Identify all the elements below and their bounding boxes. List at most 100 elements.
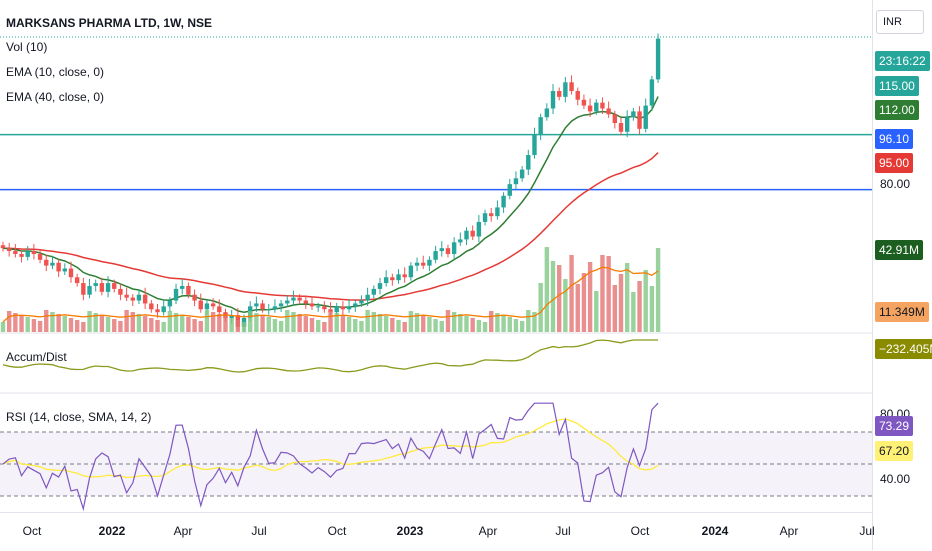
volume-bar xyxy=(322,322,327,332)
volume-bar xyxy=(130,312,135,332)
candle-body xyxy=(371,288,376,295)
volume-bar xyxy=(81,322,86,332)
volume-bar xyxy=(575,284,580,332)
volume-bar xyxy=(439,321,444,332)
volume-bar xyxy=(180,315,185,332)
volume-ma-line xyxy=(2,266,659,323)
volume-bar xyxy=(538,283,543,332)
legend-ema40[interactable]: EMA (40, close, 0) xyxy=(6,90,105,104)
volume-bar xyxy=(637,281,642,332)
time-axis[interactable] xyxy=(0,512,872,551)
candle-body xyxy=(600,102,605,109)
volume-bar xyxy=(31,319,37,332)
volume-bar xyxy=(25,317,30,332)
volume-bar xyxy=(495,313,500,332)
candle-body xyxy=(359,300,364,304)
candle-body xyxy=(489,213,494,217)
candle-body xyxy=(544,108,550,118)
volume-bar xyxy=(655,248,661,332)
candle-body xyxy=(563,82,568,97)
volume-bar xyxy=(204,310,210,332)
candle-body xyxy=(587,105,593,112)
candle-body xyxy=(631,111,636,118)
volume-bar xyxy=(421,315,426,332)
symbol-title[interactable]: MARKSANS PHARMA LTD, 1W, NSE xyxy=(6,16,213,30)
volume-bar xyxy=(217,314,222,332)
ema40-line xyxy=(2,152,659,301)
candle-body xyxy=(149,303,154,310)
candle-body xyxy=(99,283,105,292)
volume-bar xyxy=(0,322,6,332)
candle-body xyxy=(618,123,624,132)
candle-body xyxy=(606,108,611,115)
time-label: Apr xyxy=(779,524,799,538)
candle-body xyxy=(476,221,482,237)
candle-body xyxy=(433,251,438,260)
volume-bar xyxy=(489,311,494,332)
candle-body xyxy=(210,303,216,307)
volume-bar xyxy=(272,319,278,332)
volume-bar xyxy=(254,313,259,332)
candle-body xyxy=(538,117,543,135)
volume-bar xyxy=(612,285,618,332)
time-label: Oct xyxy=(327,524,347,538)
candle-body xyxy=(346,306,352,310)
candle-body xyxy=(550,91,556,109)
candle-body xyxy=(513,178,519,185)
candle-body xyxy=(482,213,488,222)
time-label: 2022 xyxy=(98,524,126,538)
candle-body xyxy=(217,306,222,313)
candle-body xyxy=(377,283,383,289)
chart-canvas[interactable] xyxy=(0,0,872,512)
accum-dist-label[interactable]: Accum/Dist xyxy=(6,350,67,364)
volume-bar xyxy=(600,255,605,332)
rsi-label[interactable]: RSI (14, close, SMA, 14, 2) xyxy=(6,410,152,424)
volume-bar xyxy=(507,317,512,332)
candle-body xyxy=(649,79,655,106)
volume-bar xyxy=(340,315,346,332)
candle-body xyxy=(414,262,420,266)
candle-body xyxy=(44,259,49,266)
candle-body xyxy=(569,82,574,92)
volume-bar xyxy=(223,316,228,332)
volume-bar xyxy=(99,315,105,332)
legend-volume[interactable]: Vol (10) xyxy=(6,40,48,54)
candle-body xyxy=(130,297,135,301)
candle-body xyxy=(62,268,67,272)
legend-ema10[interactable]: EMA (10, close, 0) xyxy=(6,65,105,79)
candle-body xyxy=(519,169,525,179)
volume-bar xyxy=(526,310,531,332)
candle-body xyxy=(365,294,370,301)
volume-bar xyxy=(105,317,111,332)
volume-bar xyxy=(618,274,624,332)
volume-bar xyxy=(167,311,173,332)
volume-bar xyxy=(19,315,24,332)
volume-bar xyxy=(396,320,401,332)
volume-bar xyxy=(569,255,574,332)
volume-bar xyxy=(544,247,550,332)
volume-bar xyxy=(631,292,636,332)
volume-bar xyxy=(87,311,92,332)
candle-body xyxy=(575,91,580,100)
volume-bar xyxy=(606,256,611,332)
volume-bar xyxy=(334,313,339,332)
volume-bar xyxy=(445,310,451,332)
candle-body xyxy=(192,294,197,301)
volume-bar xyxy=(433,319,438,332)
time-label: Jul xyxy=(555,524,571,538)
candle-body xyxy=(198,300,203,310)
candle-body xyxy=(383,277,389,284)
time-label: Jul xyxy=(859,524,875,538)
volume-bar xyxy=(365,310,370,332)
candle-body xyxy=(19,253,24,257)
currency-selector[interactable]: INR xyxy=(876,10,924,34)
candle-body xyxy=(254,303,259,307)
volume-bar xyxy=(408,311,414,332)
volume-bar xyxy=(173,313,179,332)
candle-body xyxy=(186,285,191,295)
candle-body xyxy=(136,294,142,301)
volume-bar xyxy=(278,321,284,332)
volume-bar xyxy=(112,319,117,332)
volume-bar xyxy=(328,311,333,332)
